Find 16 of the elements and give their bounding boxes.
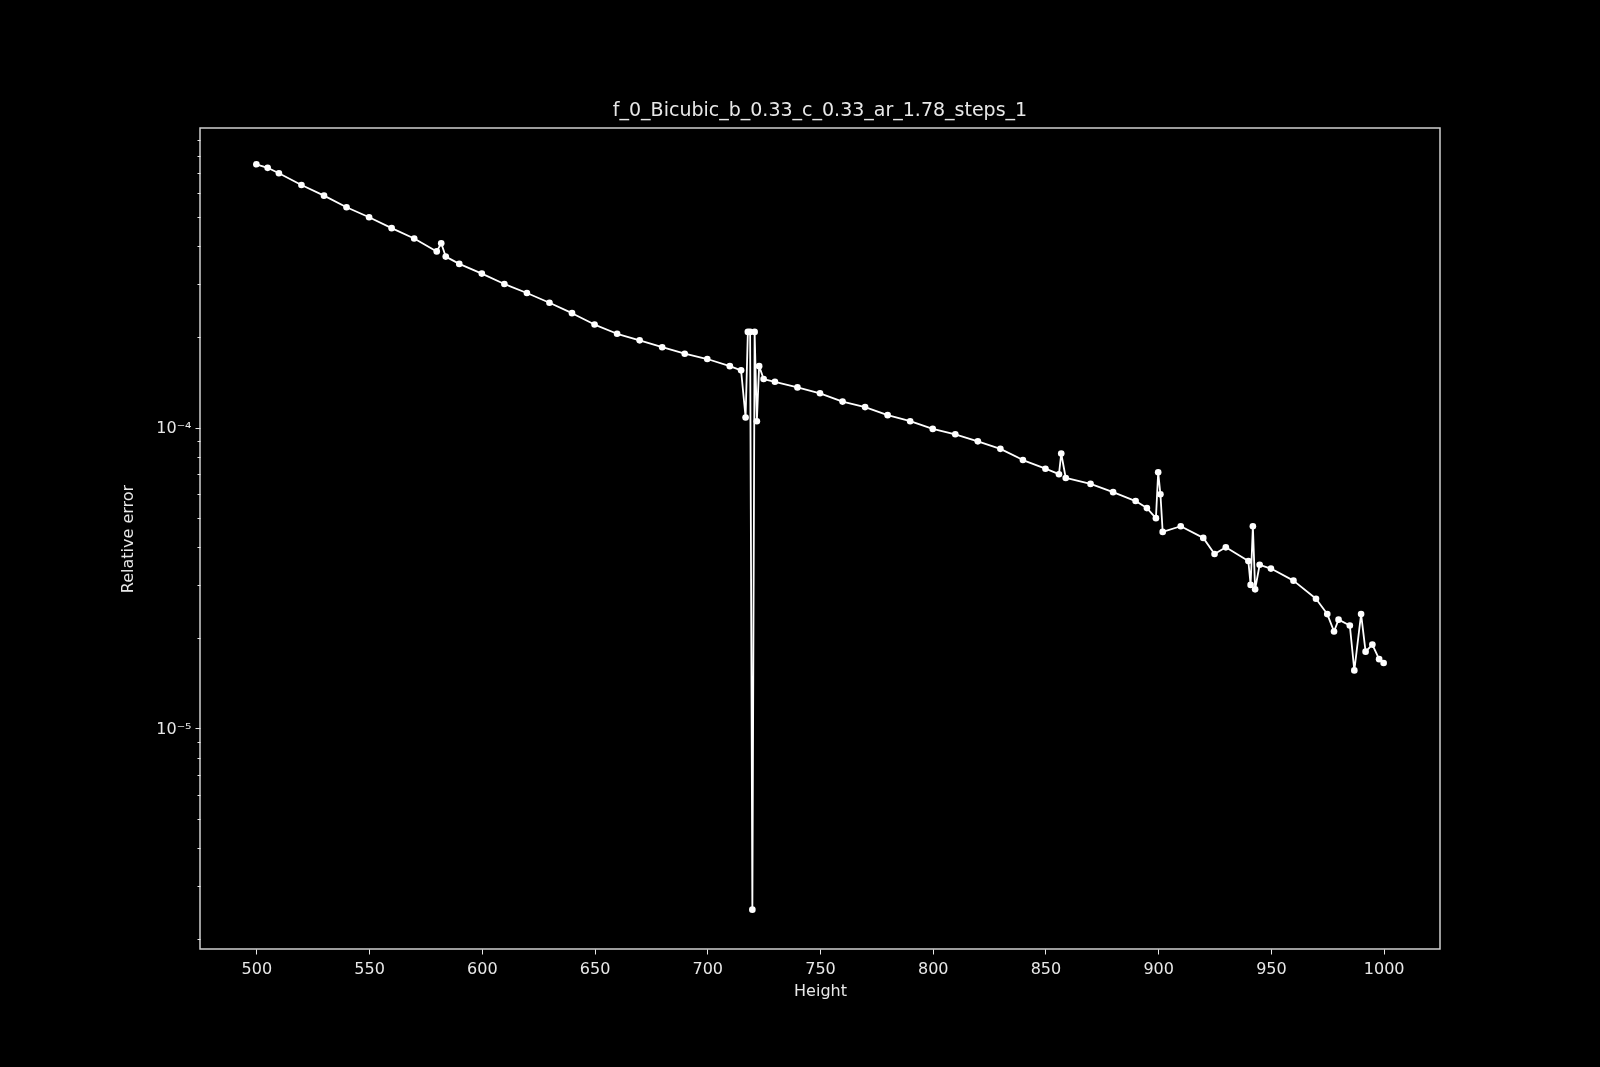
x-tick-label: 600 bbox=[467, 958, 498, 978]
chart-title: f_0_Bicubic_b_0.33_c_0.33_ar_1.78_steps_1 bbox=[612, 98, 1028, 121]
x-tick-label: 950 bbox=[1256, 958, 1287, 978]
x-tick-label: 1000 bbox=[1363, 958, 1405, 978]
x-tick-label: 500 bbox=[241, 958, 273, 978]
x-tick-label: 550 bbox=[354, 958, 385, 978]
x-tick-label: 850 bbox=[1030, 958, 1062, 978]
y-tick-label: 10⁻⁵ bbox=[156, 718, 192, 738]
y-axis-title: Relative error bbox=[118, 484, 138, 594]
x-tick-label: 800 bbox=[917, 958, 949, 978]
x-axis-title: Height bbox=[794, 980, 847, 1000]
y-tick-label: 10⁻⁴ bbox=[156, 418, 192, 438]
x-tick-label: 750 bbox=[805, 958, 836, 978]
x-tick-label: 900 bbox=[1143, 958, 1174, 978]
x-tick-label: 700 bbox=[692, 958, 724, 978]
x-tick-label: 650 bbox=[579, 958, 611, 978]
